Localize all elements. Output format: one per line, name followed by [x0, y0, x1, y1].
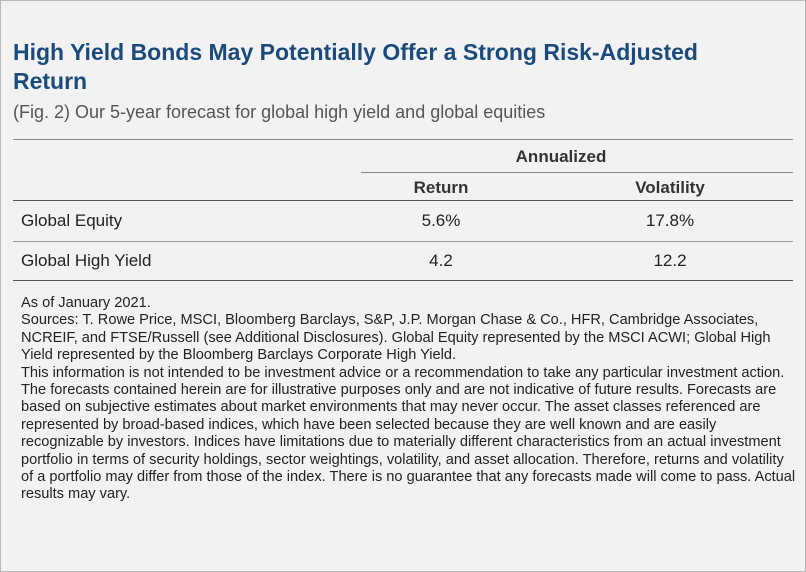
table-bottom-rule [13, 280, 793, 281]
row-label: Global Equity [21, 211, 123, 230]
row-divider [13, 241, 793, 242]
volatility-value: 17.8% [645, 211, 695, 230]
column-header-return: Return [413, 178, 469, 197]
group-header-underline [361, 172, 793, 173]
as-of-note: As of January 2021. [21, 295, 151, 311]
annualized-group-header: Annualized [515, 147, 607, 166]
table-top-rule [13, 139, 793, 140]
column-header-volatility: Volatility [635, 178, 705, 197]
footnotes: As of January 2021. Sources: T. Rowe Pri… [21, 295, 796, 504]
figure-title: High Yield Bonds May Potentially Offer a… [13, 39, 698, 94]
disclaimer-note: This information is not intended to be i… [21, 364, 796, 503]
row-label: Global High Yield [21, 251, 152, 270]
header-rule [13, 200, 793, 201]
sources-note: Sources: T. Rowe Price, MSCI, Bloomberg … [21, 312, 771, 364]
return-value: 5.6% [421, 211, 461, 230]
figure-subtitle: (Fig. 2) Our 5-year forecast for global … [13, 102, 546, 122]
volatility-value: 12.2 [653, 251, 687, 270]
return-value: 4.2 [429, 251, 453, 270]
